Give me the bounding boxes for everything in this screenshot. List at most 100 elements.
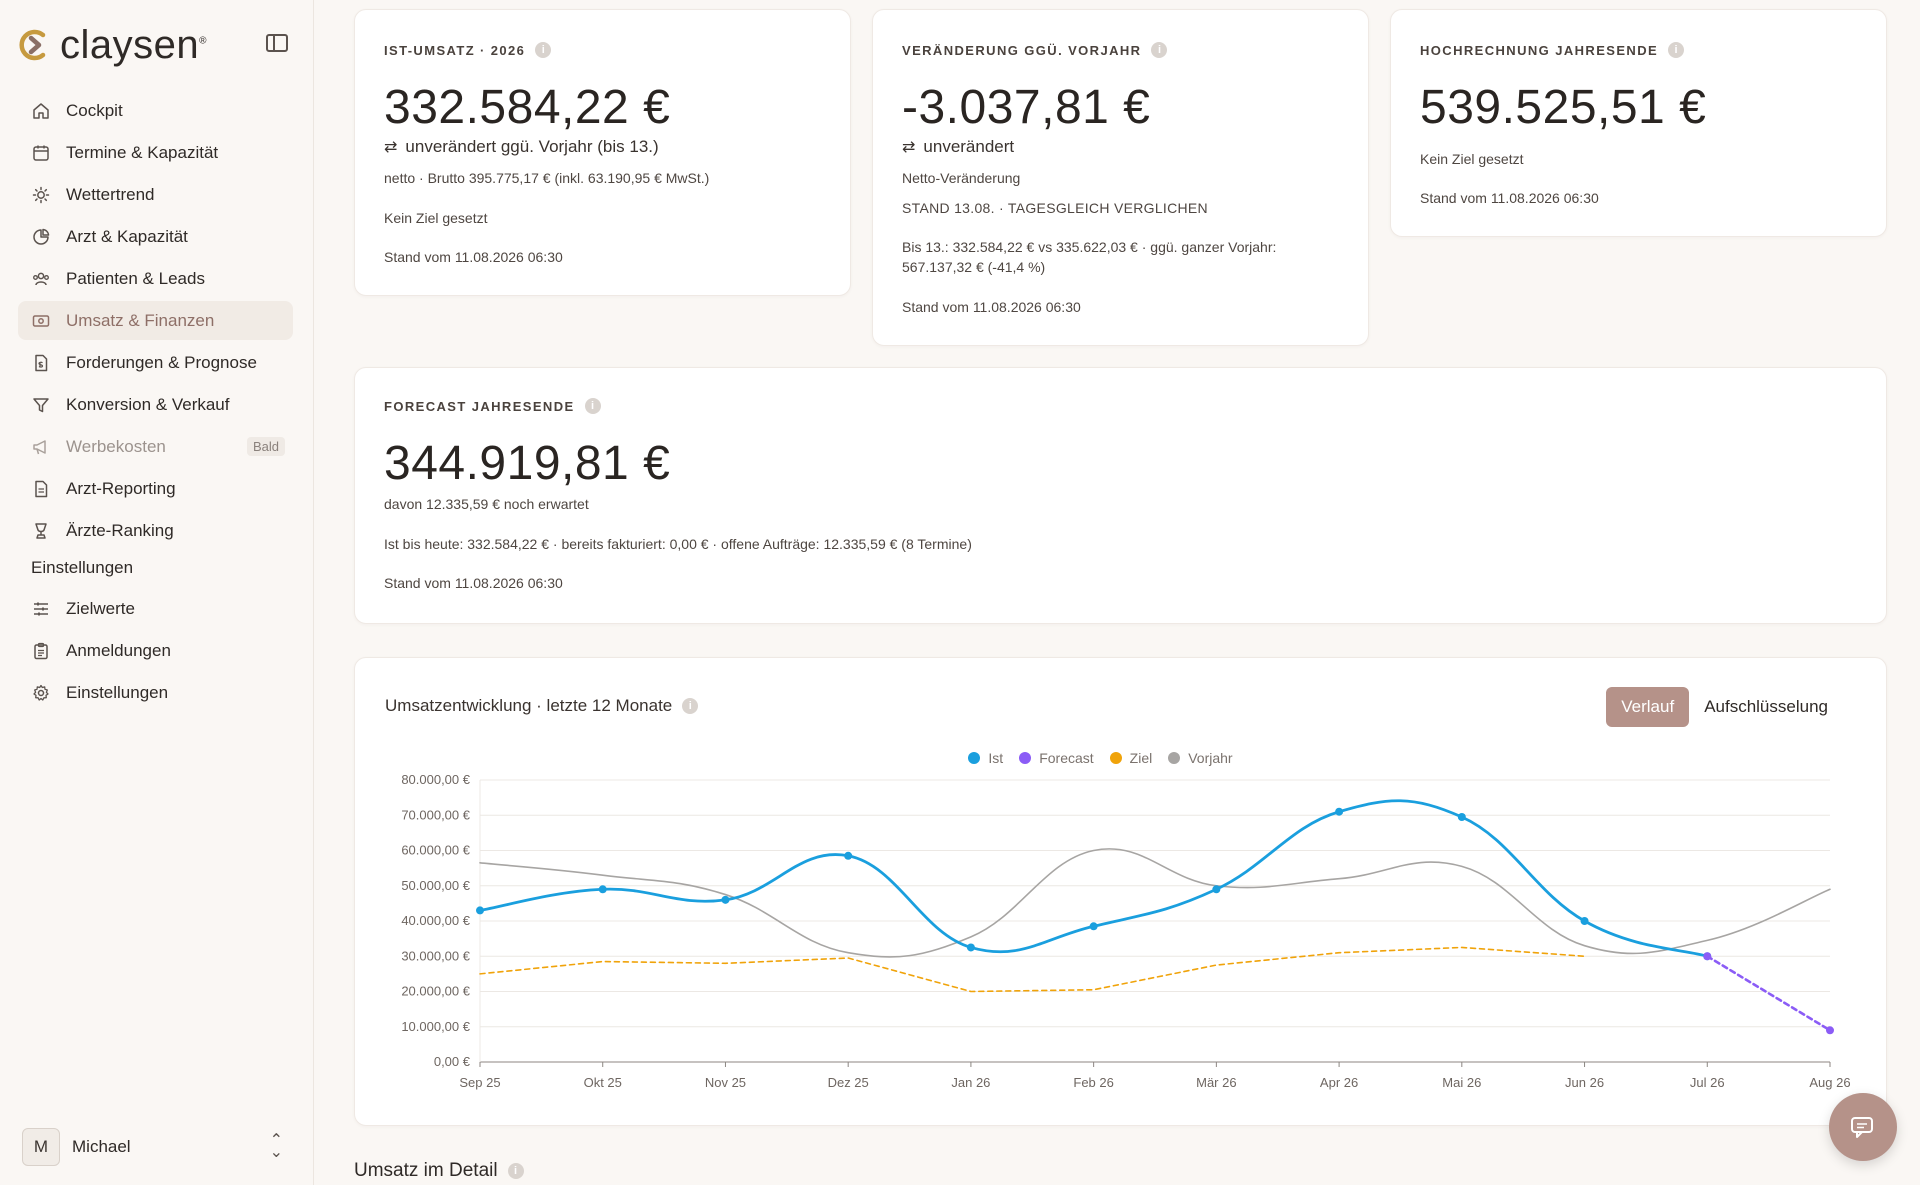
info-icon[interactable]: i <box>1151 42 1168 58</box>
kpi-stand: Stand vom 11.08.2026 06:30 <box>384 249 563 265</box>
kpi-card-hochrechnung: HOCHRECHNUNG JAHRESENDE i 539.525,51 € Ke… <box>1390 9 1887 237</box>
gear-icon <box>32 684 50 702</box>
y-tick-label: 40.000,00 € <box>401 913 470 928</box>
x-tick-label: Sep 25 <box>459 1075 500 1090</box>
x-tick-label: Apr 26 <box>1320 1075 1358 1090</box>
x-tick-label: Aug 26 <box>1809 1075 1850 1090</box>
kpi-goal: Kein Ziel gesetzt <box>1420 151 1524 167</box>
y-tick-label: 60.000,00 € <box>401 843 470 858</box>
user-menu[interactable]: M Michael ⌃ ⌄ <box>22 1127 287 1167</box>
sidebar-item-konversion[interactable]: Konversion & Verkauf <box>18 385 293 424</box>
swap-arrows-icon: ⇄ <box>384 139 398 156</box>
sidebar-item-label: Arzt-Reporting <box>66 478 176 498</box>
sidebar-item-label: Umsatz & Finanzen <box>66 310 215 330</box>
kpi-stand: Stand vom 11.08.2026 06:30 <box>384 575 563 591</box>
home-icon <box>32 102 50 120</box>
legend-item-vorjahr[interactable]: Vorjahr <box>1168 750 1233 766</box>
logo[interactable]: claysen® <box>16 22 207 68</box>
info-icon[interactable]: i <box>507 1163 524 1179</box>
revenue-line-chart[interactable]: 0,00 € 10.000,00 € 20.000,00 € 30.000,00 € 4… <box>355 658 1888 1127</box>
sidebar-item-patienten[interactable]: Patienten & Leads <box>18 259 293 298</box>
y-tick-label: 50.000,00 € <box>401 878 470 893</box>
sidebar-item-label: Cockpit <box>66 100 123 120</box>
sidebar-item-wettertrend[interactable]: Wettertrend <box>18 175 293 214</box>
data-point-ist <box>1212 885 1221 894</box>
chat-button[interactable] <box>1829 1093 1897 1161</box>
sidebar-item-cockpit[interactable]: Cockpit <box>18 91 293 130</box>
avatar: M <box>22 1128 60 1166</box>
swap-arrows-icon: ⇄ <box>902 139 916 156</box>
data-point-ist <box>721 895 730 904</box>
section-title-umsatz-detail: Umsatz im Detail i <box>354 1160 524 1182</box>
y-tick-label: 10.000,00 € <box>401 1019 470 1034</box>
chart-legend: Ist Forecast Ziel Vorjahr <box>355 750 1886 766</box>
sidebar-toggle-button[interactable] <box>266 34 288 52</box>
kpi-detail: netto · Brutto 395.775,17 € (inkl. 63.19… <box>384 170 710 186</box>
chart-card-umsatzentwicklung: Umsatzentwicklung · letzte 12 Monate i Ve… <box>354 657 1887 1126</box>
x-tick-label: Jan 26 <box>951 1075 990 1090</box>
card-label: HOCHRECHNUNG JAHRESENDE i <box>1420 42 1685 58</box>
sidebar-item-label: Patienten & Leads <box>66 268 205 288</box>
card-label: IST-UMSATZ · 2026 i <box>384 42 552 58</box>
kpi-value: -3.037,81 € <box>902 81 1151 134</box>
data-point-ist <box>1335 807 1344 816</box>
sidebar-item-label: Ärzte-Ranking <box>66 520 174 540</box>
invoice-icon <box>32 354 50 372</box>
x-tick-label: Nov 25 <box>705 1075 746 1090</box>
kpi-value: 332.584,22 € <box>384 81 671 134</box>
chat-icon <box>1851 1117 1873 1138</box>
info-icon[interactable]: i <box>682 698 699 714</box>
document-icon <box>32 480 50 498</box>
sidebar-item-umsatz[interactable]: Umsatz & Finanzen <box>18 301 293 340</box>
legend-dot <box>1168 752 1181 764</box>
logo-mark-icon <box>19 29 46 61</box>
legend-dot <box>1019 752 1032 764</box>
card-label: FORECAST JAHRESENDE i <box>384 398 601 414</box>
legend-dot <box>1109 752 1122 764</box>
sidebar-item-einstellungen[interactable]: Einstellungen <box>18 673 293 712</box>
sidebar-item-zielwerte[interactable]: Zielwerte <box>18 589 293 628</box>
legend-item-ziel[interactable]: Ziel <box>1109 750 1152 766</box>
kpi-expected: davon 12.335,59 € noch erwartet <box>384 496 589 512</box>
x-tick-label: Mai 26 <box>1442 1075 1481 1090</box>
trophy-icon <box>32 522 50 540</box>
y-tick-label: 20.000,00 € <box>401 984 470 999</box>
legend-item-ist[interactable]: Ist <box>968 750 1003 766</box>
legend-item-forecast[interactable]: Forecast <box>1019 750 1094 766</box>
clipboard-icon <box>32 642 50 660</box>
kpi-detail: Ist bis heute: 332.584,22 € · bereits fa… <box>384 536 972 552</box>
data-point-ist <box>966 943 975 952</box>
x-tick-label: Mär 26 <box>1196 1075 1236 1090</box>
x-tick-label: Jul 26 <box>1690 1075 1725 1090</box>
info-icon[interactable]: i <box>535 42 552 58</box>
info-icon[interactable]: i <box>1668 42 1685 58</box>
kpi-detail: Netto-Veränderung <box>902 170 1021 186</box>
toggle-verlauf-button[interactable]: Verlauf <box>1606 687 1690 727</box>
sidebar-item-termine[interactable]: Termine & Kapazität <box>18 133 293 172</box>
kpi-stand-note: STAND 13.08. · TAGESGLEICH VERGLICHEN <box>902 200 1208 216</box>
sidebar: claysen® Cockpit Termine & Kapazität Wet… <box>0 0 314 1185</box>
pie-icon <box>32 228 50 246</box>
sidebar-item-forderungen[interactable]: Forderungen & Prognose <box>18 343 293 382</box>
sidebar-item-label: Werbekosten <box>66 436 166 456</box>
sidebar-item-arzt-kapazitaet[interactable]: Arzt & Kapazität <box>18 217 293 256</box>
view-toggle: Verlauf Aufschlüsselung <box>1606 687 1843 727</box>
series-line-vorjahr <box>479 848 1831 958</box>
data-point-ist <box>844 851 853 860</box>
chevron-up-down-icon: ⌃ ⌄ <box>269 1132 283 1161</box>
user-name: Michael <box>72 1137 131 1156</box>
card-label: VERÄNDERUNG GGÜ. VORJAHR i <box>902 42 1168 58</box>
sidebar-item-label: Einstellungen <box>66 682 169 702</box>
sidebar-item-aerzte-ranking[interactable]: Ärzte-Ranking <box>18 511 293 550</box>
data-point-ist <box>476 906 484 915</box>
data-point-forecast <box>1826 1026 1834 1035</box>
toggle-aufschluesselung-button[interactable]: Aufschlüsselung <box>1704 697 1828 716</box>
kpi-comparison-cont: 567.137,32 € (-41,4 %) <box>902 259 1046 275</box>
info-icon[interactable]: i <box>584 398 601 414</box>
sidebar-item-anmeldungen[interactable]: Anmeldungen <box>18 631 293 670</box>
legend-dot <box>968 752 981 764</box>
sidebar-item-arzt-reporting[interactable]: Arzt-Reporting <box>18 469 293 508</box>
kpi-card-veraenderung: VERÄNDERUNG GGÜ. VORJAHR i -3.037,81 € ⇄ u… <box>872 9 1369 346</box>
megaphone-icon <box>32 438 50 456</box>
kpi-card-ist-umsatz: IST-UMSATZ · 2026 i 332.584,22 € ⇄ unverän… <box>354 9 851 296</box>
